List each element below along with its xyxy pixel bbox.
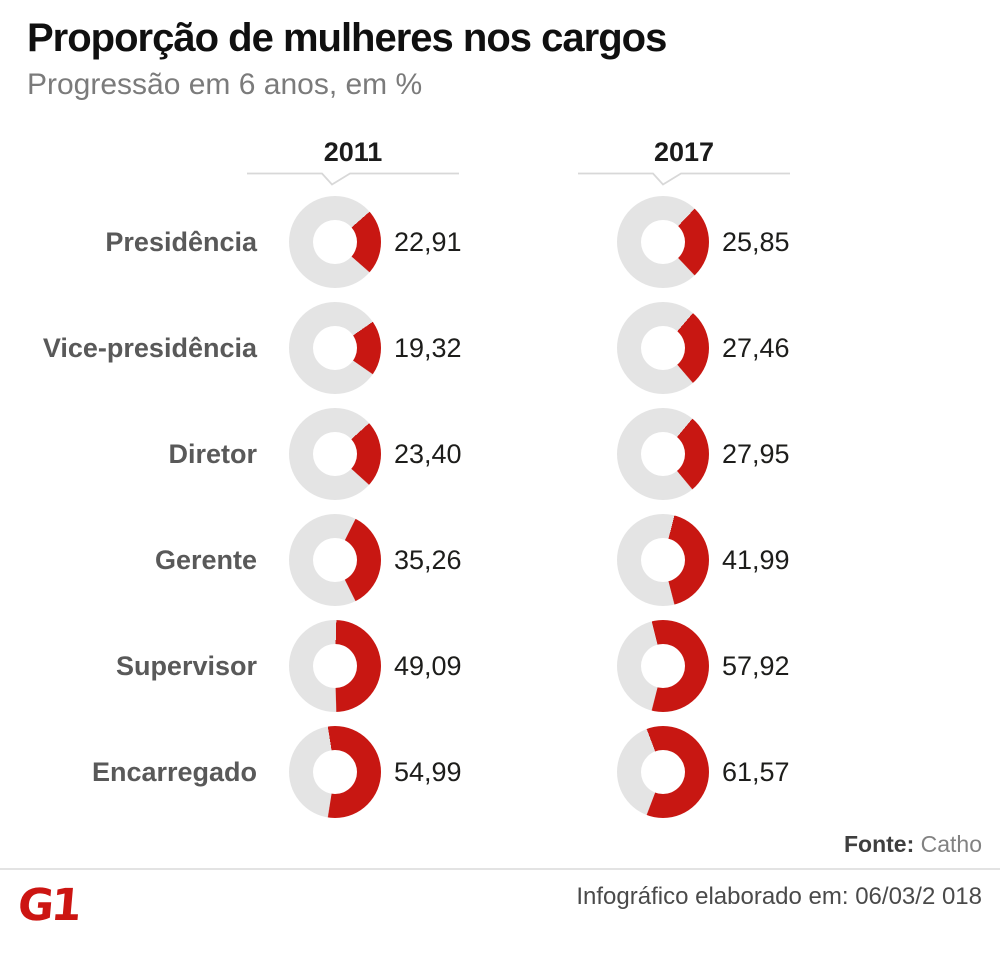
donut-hole xyxy=(641,220,685,264)
value-2017: 57,92 xyxy=(722,650,790,681)
donut-hole xyxy=(313,432,357,476)
donut-2017 xyxy=(617,514,709,606)
value-2017: 27,95 xyxy=(722,438,790,469)
chart-row: Supervisor 49,09 57,92 xyxy=(0,613,1000,719)
source-credit: Fonte: Catho xyxy=(844,831,982,858)
category-label: Encarregado xyxy=(91,756,257,787)
chart-row: Encarregado 54,99 61,57 xyxy=(0,719,1000,825)
category-label: Vice-presidência xyxy=(42,332,257,363)
category-label: Diretor xyxy=(168,438,257,469)
column-header-2017: 2017 xyxy=(578,136,790,188)
donut-2011 xyxy=(289,196,381,288)
donut-2017 xyxy=(617,408,709,500)
column-header-2011: 2011 xyxy=(247,136,459,188)
donut-2017 xyxy=(617,302,709,394)
chart-row: Vice-presidência 19,32 27,46 xyxy=(0,295,1000,401)
credit-text: Infográfico elaborado em: 06/03/2 018 xyxy=(576,883,982,910)
donut-hole xyxy=(641,326,685,370)
donut-2011 xyxy=(289,726,381,818)
footer-divider xyxy=(0,868,1000,870)
callout-line-icon xyxy=(578,172,790,186)
donut-2011 xyxy=(289,620,381,712)
value-2017: 61,57 xyxy=(722,756,790,787)
value-2011: 35,26 xyxy=(394,544,462,575)
value-2017: 41,99 xyxy=(722,544,790,575)
donut-2011 xyxy=(289,302,381,394)
chart-rows: Presidência 22,91 25,85 Vice-presidência… xyxy=(0,189,1000,825)
donut-hole xyxy=(641,432,685,476)
donut-hole xyxy=(313,644,357,688)
value-2011: 22,91 xyxy=(394,226,462,257)
donut-hole xyxy=(641,750,685,794)
callout-line-icon xyxy=(247,172,459,186)
value-2017: 25,85 xyxy=(722,226,790,257)
donut-hole xyxy=(313,326,357,370)
donut-hole xyxy=(313,538,357,582)
value-2011: 19,32 xyxy=(394,332,462,363)
category-label: Supervisor xyxy=(115,650,257,681)
source-name: Catho xyxy=(920,831,982,857)
value-2011: 23,40 xyxy=(394,438,462,469)
value-2011: 54,99 xyxy=(394,756,462,787)
category-label: Presidência xyxy=(105,226,257,257)
donut-2011 xyxy=(289,408,381,500)
value-2011: 49,09 xyxy=(394,650,462,681)
donut-2017 xyxy=(617,726,709,818)
donut-2017 xyxy=(617,196,709,288)
value-2017: 27,46 xyxy=(722,332,790,363)
page-subtitle: Progressão em 6 anos, em % xyxy=(27,68,423,101)
donut-hole xyxy=(641,538,685,582)
donut-2017 xyxy=(617,620,709,712)
donut-hole xyxy=(313,750,357,794)
donut-hole xyxy=(641,644,685,688)
g1-logo: G1 xyxy=(15,880,81,931)
source-label: Fonte: xyxy=(843,831,915,857)
donut-hole xyxy=(313,220,357,264)
page-title: Proporção de mulheres nos cargos xyxy=(27,16,667,60)
chart-row: Gerente 35,26 41,99 xyxy=(0,507,1000,613)
chart-row: Presidência 22,91 25,85 xyxy=(0,189,1000,295)
chart-row: Diretor 23,40 27,95 xyxy=(0,401,1000,507)
year-label-2017: 2017 xyxy=(653,137,715,167)
year-label-2011: 2011 xyxy=(323,137,383,167)
category-label: Gerente xyxy=(154,544,257,575)
donut-2011 xyxy=(289,514,381,606)
